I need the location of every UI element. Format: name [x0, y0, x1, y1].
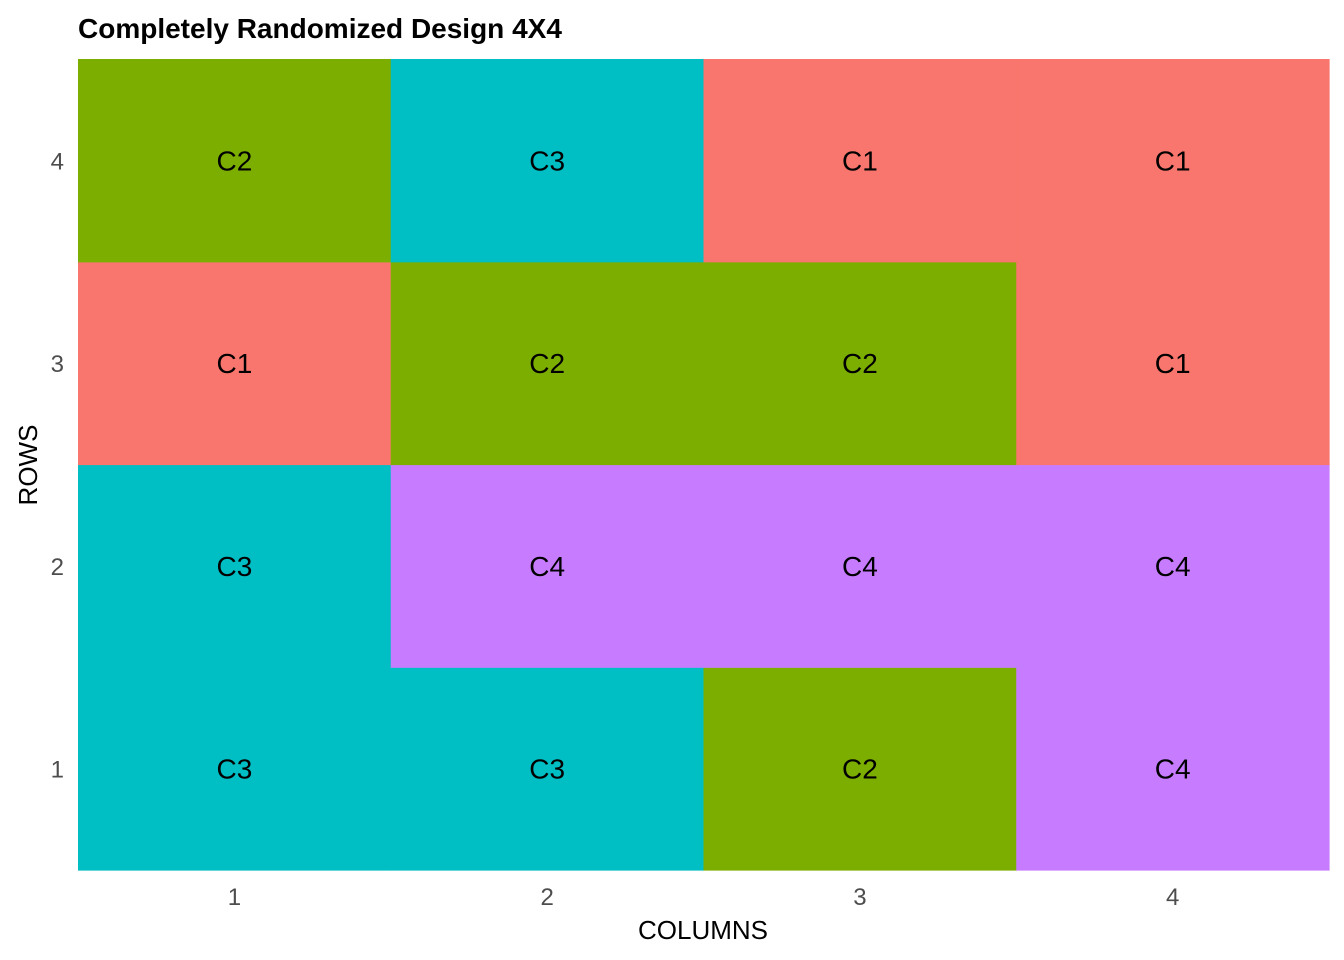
tile-row3-col4: [1016, 261, 1330, 466]
y-tick-label: 1: [51, 757, 64, 784]
tile-row4-col3: [703, 59, 1017, 263]
tile-row2-col4: [1016, 464, 1330, 668]
tile-label-row2-col2: C4: [529, 551, 565, 582]
tile-row4-col4: [1016, 59, 1330, 263]
x-tick-label: 4: [1166, 884, 1179, 911]
y-axis-ticks: 1 2 3 4: [51, 148, 64, 783]
tile-label-row4-col2: C3: [529, 145, 565, 176]
tile-row1-col4: [1016, 667, 1330, 871]
tile-row3-col1: [78, 261, 392, 466]
y-tick-label: 2: [51, 554, 64, 581]
tile-label-row2-col1: C3: [216, 551, 252, 582]
tile-label-row4-col4: C1: [1155, 145, 1191, 176]
tile-row1-col3: [703, 667, 1017, 871]
x-tick-label: 1: [228, 884, 241, 911]
tile-label-row3-col4: C1: [1155, 348, 1191, 379]
tile-label-row3-col3: C2: [842, 348, 878, 379]
tile-label-row3-col2: C2: [529, 348, 565, 379]
y-axis-title: ROWS: [13, 425, 43, 506]
tile-label-row1-col3: C2: [842, 754, 878, 785]
tile-row3-col2: [390, 261, 705, 466]
y-tick-label: 3: [51, 351, 64, 378]
x-axis-title: COLUMNS: [638, 915, 768, 945]
tile-label-row4-col3: C1: [842, 145, 878, 176]
tile-label-row1-col1: C3: [216, 754, 252, 785]
tile-row1-col1: [78, 667, 392, 871]
tile-label-row1-col2: C3: [529, 754, 565, 785]
chart-title: Completely Randomized Design 4X4: [78, 13, 562, 44]
tile-row4-col1: [78, 59, 392, 263]
x-tick-label: 2: [540, 884, 553, 911]
x-tick-label: 3: [853, 884, 866, 911]
tile-label-row4-col1: C2: [216, 145, 252, 176]
tile-row3-col3: [703, 261, 1017, 466]
plot-area: C3 C3 C2 C4 C3 C4 C4 C4 C1 C2 C2 C1 C2 C3 C1 C1: [78, 59, 1330, 871]
tile-label-row3-col1: C1: [216, 348, 252, 379]
tile-row2-col1: [78, 464, 392, 668]
tile-label-row2-col3: C4: [842, 551, 878, 582]
tile-label-row2-col4: C4: [1155, 551, 1191, 582]
tile-row1-col2: [390, 667, 705, 871]
y-tick-label: 4: [51, 148, 64, 175]
tile-row2-col2: [390, 464, 705, 668]
x-axis-ticks: 1 2 3 4: [228, 884, 1180, 911]
tile-row4-col2: [390, 59, 705, 263]
tile-row2-col3: [703, 464, 1017, 668]
tile-label-row1-col4: C4: [1155, 754, 1191, 785]
